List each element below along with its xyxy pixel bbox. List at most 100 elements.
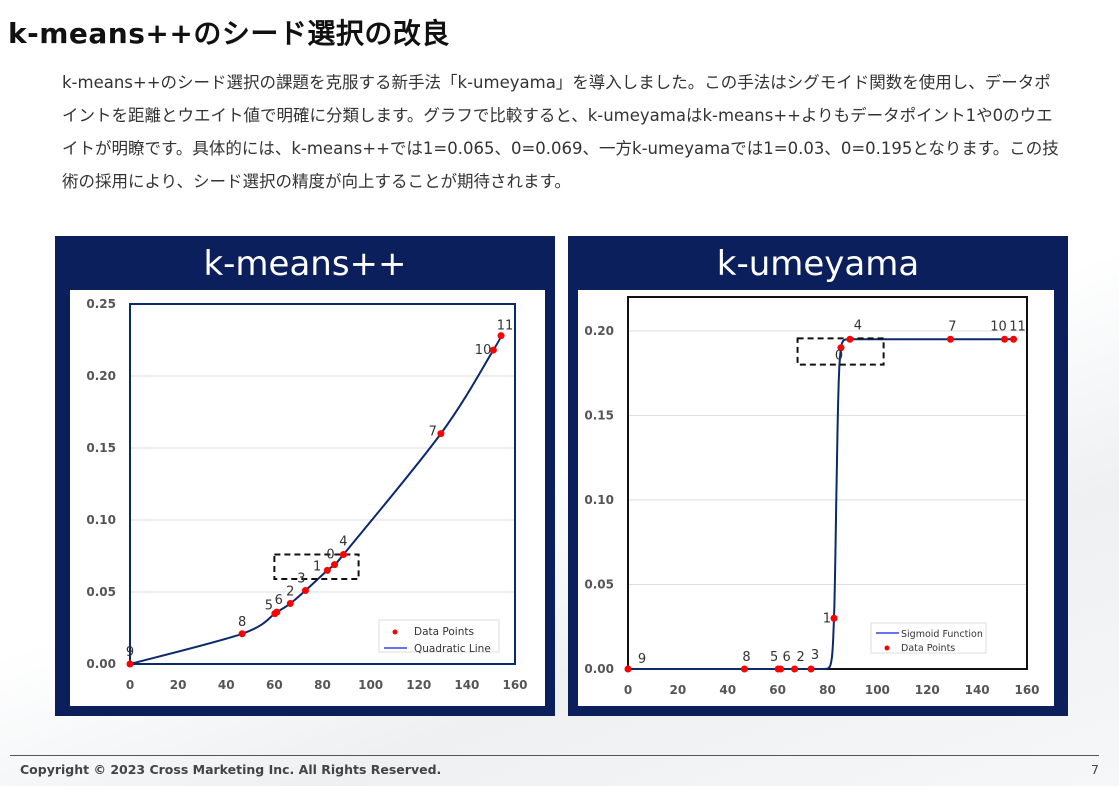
data-point-label: 8 [238, 615, 246, 630]
legend: Sigmoid Function Data Points [870, 622, 987, 654]
legend-box [378, 619, 500, 653]
kumeyama-chart: 0.00 0.05 0.10 0.15 0.20 0 20 40 60 80 100 120 140 16… [578, 290, 1054, 706]
data-point-label: 6 [782, 650, 790, 665]
data-point [273, 608, 281, 616]
data-point [624, 665, 632, 673]
y-tick-label: 0.20 [584, 324, 614, 338]
data-point [301, 587, 309, 595]
data-point [791, 665, 799, 673]
y-tick-label: 0.00 [584, 662, 614, 676]
data-point-label: 4 [339, 535, 347, 550]
data-point [946, 335, 954, 343]
x-tick-label: 160 [1014, 683, 1039, 697]
x-tick-label: 0 [624, 683, 632, 697]
x-tick-label: 40 [719, 683, 736, 697]
page-number: 7 [1091, 762, 1099, 777]
data-point-label: 11 [497, 319, 514, 334]
x-tick-label: 80 [314, 678, 331, 692]
fit-curve [129, 335, 502, 665]
data-point [807, 665, 815, 673]
kumeyama-panel: k-umeyama 0.00 0.05 0.10 0.15 0.20 0 20 40 60 80 1… [568, 236, 1068, 716]
data-point-label: 11 [1009, 319, 1026, 334]
data-point-label: 5 [770, 650, 778, 665]
y-tick-label: 0.10 [86, 513, 116, 527]
data-point-label: 8 [742, 650, 750, 665]
x-tick-label: 140 [965, 683, 990, 697]
data-point [489, 346, 497, 354]
legend-box [870, 622, 987, 654]
data-point [286, 600, 294, 608]
x-tick-label: 120 [915, 683, 940, 697]
data-point-label: 7 [948, 319, 956, 334]
data-point-label: 4 [854, 318, 862, 333]
copyright: Copyright © 2023 Cross Marketing Inc. Al… [20, 762, 442, 777]
x-tick-label: 100 [865, 683, 890, 697]
data-point-label: 6 [275, 593, 283, 608]
y-tick-label: 0.05 [584, 577, 614, 591]
kumeyama-panel-title: k-umeyama [716, 244, 920, 284]
data-point [1010, 335, 1018, 343]
data-point [837, 344, 845, 352]
kmeans-panel: k-means++ 0.00 0.05 0.10 0.15 0.20 0.25 0 20 40 6… [55, 236, 555, 716]
data-point-label: 9 [126, 645, 134, 660]
data-point [777, 665, 785, 673]
data-point-label: 2 [286, 585, 294, 600]
data-point [740, 665, 748, 673]
legend-label: Quadratic Line [414, 643, 491, 655]
data-point-label: 5 [265, 599, 273, 614]
data-point [323, 566, 331, 574]
data-point-label: 1 [313, 559, 321, 574]
y-tick-label: 0.05 [86, 585, 116, 599]
data-point-label: 0 [326, 548, 334, 563]
x-tick-label: 80 [819, 683, 836, 697]
kmeans-chart-svg: 0.000.050.100.150.200.250 20 40 60 80 100 120 1… [86, 297, 527, 692]
data-point [497, 332, 505, 340]
legend-label: Data Points [901, 643, 955, 654]
data-point [437, 430, 445, 438]
data-point-label: 7 [429, 425, 437, 440]
kumeyama-chart-svg: 0.000.050.100.150.200 20 40 60 80 100 120 140 16… [584, 296, 1040, 697]
kmeans-panel-title: k-means++ [203, 244, 407, 284]
y-tick-label: 0.15 [86, 441, 116, 455]
x-tick-label: 20 [670, 683, 687, 697]
description-paragraph: k-means++のシード選択の課題を克服する新手法「k-umeyama」を導入… [62, 73, 1059, 191]
data-point-label: 10 [475, 343, 492, 358]
data-point-label: 3 [297, 572, 305, 587]
data-point-label: 10 [990, 319, 1007, 334]
data-point-label: 9 [638, 652, 646, 667]
footer-divider [10, 755, 1099, 756]
data-point [846, 335, 854, 343]
highlight-box [796, 337, 885, 366]
plot-frame [129, 303, 516, 665]
x-tick-label: 120 [406, 678, 431, 692]
data-point [331, 561, 339, 569]
x-tick-label: 40 [218, 678, 235, 692]
y-tick-label: 0.00 [86, 657, 116, 671]
y-tick-label: 0.20 [86, 369, 116, 383]
slide-title: k-means++のシード選択の改良 [8, 17, 450, 50]
y-tick-label: 0.15 [584, 408, 614, 422]
x-tick-label: 160 [502, 678, 527, 692]
data-point-label: 1 [823, 611, 831, 626]
highlight-box [273, 553, 360, 581]
data-point [1001, 335, 1009, 343]
legend-dot-icon [392, 629, 398, 635]
x-tick-label: 140 [454, 678, 479, 692]
data-point [238, 630, 246, 638]
data-point [126, 660, 134, 668]
data-point-label: 2 [796, 650, 804, 665]
data-point-label: 3 [811, 648, 819, 663]
y-tick-label: 0.25 [86, 297, 116, 311]
legend-dot-icon [884, 645, 890, 651]
x-tick-label: 60 [266, 678, 283, 692]
y-tick-label: 0.10 [584, 493, 614, 507]
x-tick-label: 0 [126, 678, 134, 692]
kmeans-chart: 0.00 0.05 0.10 0.15 0.20 0.25 0 20 40 60 80 100 120 1… [70, 290, 545, 706]
data-point-label: 0 [835, 349, 843, 364]
x-tick-label: 100 [358, 678, 383, 692]
legend-label: Sigmoid Function [901, 629, 983, 640]
x-tick-label: 20 [170, 678, 187, 692]
data-point [830, 614, 838, 622]
legend-label: Data Points [414, 626, 474, 638]
legend: Data Points Quadratic Line [378, 619, 500, 655]
